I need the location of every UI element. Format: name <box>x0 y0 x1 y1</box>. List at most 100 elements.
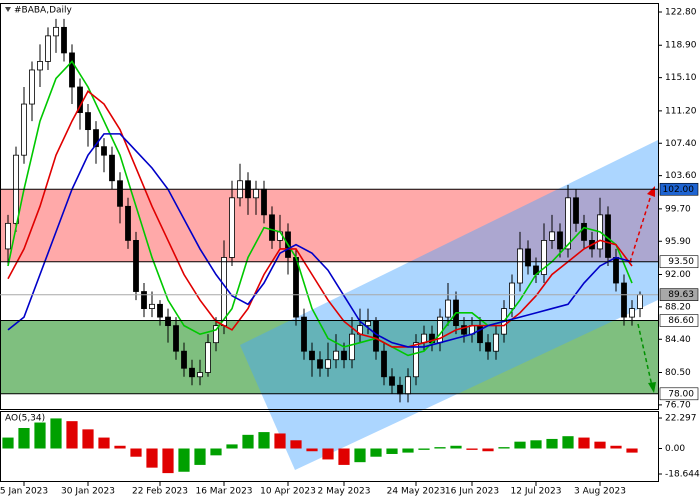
candle-body <box>69 52 75 88</box>
candle-body <box>581 222 587 241</box>
y-tick-label: 84.40 <box>665 335 691 345</box>
x-tick-label: 30 Jan 2023 <box>61 487 115 497</box>
ao-bar <box>2 437 14 449</box>
candle-body <box>101 146 107 156</box>
candle-body <box>133 240 139 292</box>
candle-body <box>629 308 635 318</box>
candle-body <box>93 129 99 148</box>
x-tick-label: 10 Apr 2023 <box>260 487 316 497</box>
ao-bar <box>226 444 238 449</box>
ao-bar <box>130 448 142 457</box>
y-tick-label: 107.40 <box>665 139 697 149</box>
candle-body <box>77 86 83 113</box>
candle-body <box>373 320 379 352</box>
down-arrowhead <box>648 382 656 393</box>
level-box <box>659 387 699 401</box>
candle-body <box>541 240 547 275</box>
candle-body <box>405 376 411 395</box>
ao-bar <box>242 434 254 449</box>
y-tick-label: 88.20 <box>665 302 691 312</box>
x-tick-label: 16 Jun 2023 <box>445 487 499 497</box>
candle-body <box>53 26 59 37</box>
candle-body <box>549 231 555 241</box>
level-label: 89.63 <box>668 290 694 300</box>
ao-bar <box>146 448 158 468</box>
ao-bar <box>194 448 206 465</box>
ao-bar <box>578 437 590 449</box>
ao-bar <box>610 445 622 449</box>
ao-bar <box>386 448 398 454</box>
ao-bar <box>562 436 574 449</box>
moving-average-line <box>7 60 633 357</box>
candle-body <box>125 205 131 241</box>
candle-body <box>573 197 579 224</box>
up-arrowhead <box>647 186 655 197</box>
candle-body <box>493 333 499 352</box>
candle-body <box>173 325 179 352</box>
candle-body <box>189 367 195 378</box>
candle-body <box>21 103 27 156</box>
ao-bar <box>482 448 494 452</box>
ao-bar <box>290 440 302 449</box>
ao-bar <box>434 447 446 449</box>
x-tick-label: 22 Feb 2023 <box>132 487 188 497</box>
candle-body <box>637 294 643 309</box>
level-box <box>659 255 699 269</box>
candle-body <box>117 180 123 207</box>
ao-bar <box>210 448 222 456</box>
main-panel-frame <box>0 3 659 410</box>
symbol-icon <box>5 7 11 12</box>
level-label: 93.50 <box>668 257 694 267</box>
candle-body <box>85 112 91 131</box>
candle-body <box>301 316 307 352</box>
ao-bar <box>498 447 510 449</box>
ao-bar <box>178 448 190 472</box>
candle-body <box>621 282 627 318</box>
candle-body <box>565 197 571 250</box>
ao-bar <box>354 448 366 463</box>
candle-body <box>349 333 355 361</box>
ao-bar <box>306 448 318 452</box>
y-tick-label: 111.20 <box>665 106 697 116</box>
candle-body <box>37 61 43 71</box>
ao-bar <box>274 433 286 449</box>
ao-bar <box>402 448 414 453</box>
candle-body <box>309 350 315 361</box>
ao-bar <box>546 438 558 449</box>
candle-body <box>157 303 163 318</box>
candle-body <box>293 257 299 318</box>
chart-title: #BABA,Daily <box>14 6 73 16</box>
down-arrow <box>637 323 653 387</box>
ao-bar <box>114 445 126 449</box>
candle-body <box>269 214 275 241</box>
candle-body <box>205 342 211 373</box>
candle-body <box>141 291 147 309</box>
x-tick-label: 2 May 2023 <box>318 487 371 497</box>
candle-body <box>261 188 267 216</box>
ao-bar <box>258 432 270 449</box>
indicator-panel-frame <box>0 411 659 482</box>
candle-body <box>181 350 187 369</box>
indicator-y-tick-label: 22.297 <box>665 414 697 424</box>
y-tick-label: 95.90 <box>665 237 691 247</box>
indicator-label: AO(5,34) <box>5 414 45 424</box>
candle-body <box>381 350 387 378</box>
level-box <box>659 288 699 301</box>
candle-body <box>29 69 35 105</box>
level-box <box>659 182 699 196</box>
candle-body <box>413 342 419 378</box>
candle-body <box>461 325 467 335</box>
ao-bar <box>594 441 606 449</box>
y-tick-label: 99.70 <box>665 204 691 214</box>
candle-body <box>341 350 347 361</box>
candle-body <box>333 350 339 361</box>
level-label: 86.60 <box>668 316 694 326</box>
candle-body <box>109 154 115 182</box>
y-tick-label: 92.00 <box>665 270 691 280</box>
level-label: 78.00 <box>668 389 694 399</box>
candle-body <box>509 282 515 309</box>
y-tick-label: 76.70 <box>665 400 691 410</box>
level-box <box>659 314 699 327</box>
candle-body <box>389 376 395 386</box>
